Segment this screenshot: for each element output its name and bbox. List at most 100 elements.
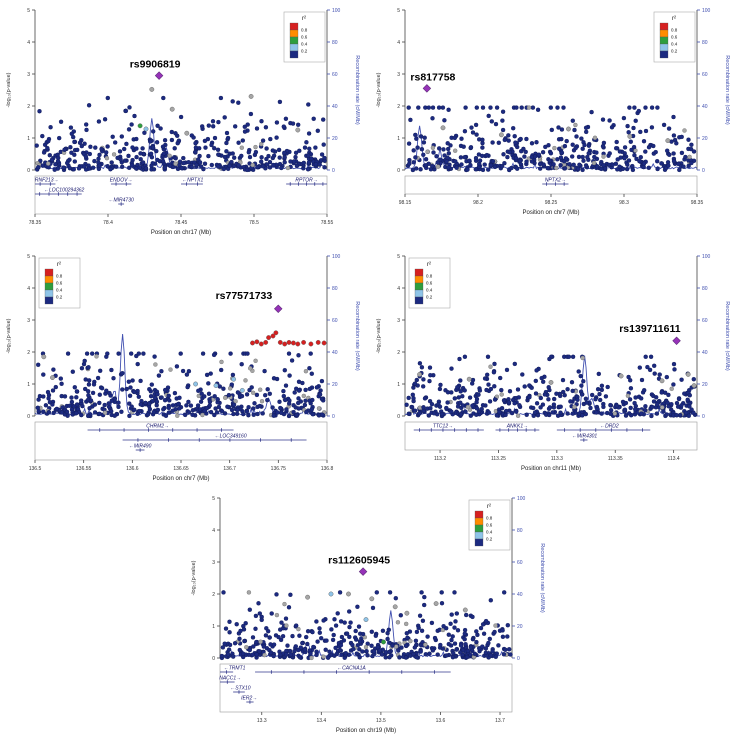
svg-text:20: 20 [702,382,708,388]
svg-text:20: 20 [332,382,338,388]
svg-text:0.4: 0.4 [56,288,63,293]
svg-text:0: 0 [27,168,30,174]
svg-text:1: 1 [397,136,400,142]
svg-text:78.35: 78.35 [29,220,42,226]
recombination-axis-label: Recombination rate (cM/Mb) [539,543,545,613]
svg-text:0.6: 0.6 [426,281,433,286]
svg-text:80: 80 [702,40,708,46]
svg-text:98.25: 98.25 [545,200,558,206]
x-axis-label: Position on chr11 (Mb) [521,466,581,472]
regional-plot-chr11: 0 1 2 3 4 5 0 20 40 60 80 100 r² 0.8 0.6 0.4 0.2 TTC12→ AN… [376,254,730,472]
svg-text:136.55: 136.55 [76,466,92,472]
svg-text:←MIR4730: ←MIR4730 [108,198,134,204]
svg-text:113.2: 113.2 [434,456,446,462]
svg-text:3: 3 [397,72,400,78]
y-axis-label: -log₁₀(p-value) [6,318,12,353]
svg-text:0: 0 [332,414,335,420]
svg-text:TTC12→: TTC12→ [433,424,453,430]
regional-plot-chr7b: 0 1 2 3 4 5 0 20 40 60 80 100 r² 0.8 0.6 0.4 0.2 CHRM2→ ←L… [6,254,360,482]
svg-text:4: 4 [397,286,400,292]
recombination-axis-label: Recombination rate (cM/Mb) [724,55,730,125]
svg-text:r²: r² [302,16,306,22]
lead-snp-point [274,304,283,314]
x-axis-label: Position on chr17 (Mb) [151,230,211,236]
svg-text:RPTOR→: RPTOR→ [295,178,317,184]
svg-text:98.3: 98.3 [619,200,629,206]
svg-text:0.6: 0.6 [671,35,678,40]
svg-text:0.8: 0.8 [486,516,493,521]
svg-text:113.4: 113.4 [668,456,680,462]
svg-text:0: 0 [517,656,520,662]
plot-layer: 0 1 2 3 4 5 0 20 40 60 80 100 r² 0.8 0.6 0.4 0.2 CHRM2→ ←L… [27,254,340,472]
svg-text:100: 100 [517,496,526,502]
svg-text:0: 0 [212,656,215,662]
svg-text:136.6: 136.6 [126,466,139,472]
svg-text:ANKK1→: ANKK1→ [506,424,528,430]
svg-text:100: 100 [332,8,341,14]
svg-text:0.6: 0.6 [56,281,63,286]
svg-text:136.5: 136.5 [29,466,42,472]
svg-text:0: 0 [27,414,30,420]
x-axis-label: Position on chr19 (Mb) [336,728,396,734]
svg-text:40: 40 [702,104,708,110]
svg-text:78.5: 78.5 [249,220,259,226]
svg-text:IER2→: IER2→ [241,696,257,702]
svg-text:←MIR4301: ←MIR4301 [572,434,598,440]
svg-text:0: 0 [332,168,335,174]
svg-text:0: 0 [397,168,400,174]
svg-text:0.2: 0.2 [301,49,308,54]
y-axis-label: -log₁₀(p-value) [6,72,12,107]
svg-text:80: 80 [332,286,338,292]
lead-snp-label: rs112605945 [328,555,390,567]
svg-text:5: 5 [397,254,400,260]
svg-text:0.2: 0.2 [671,49,678,54]
svg-text:RNF213→: RNF213→ [35,178,59,184]
lead-snp-point [672,336,681,346]
svg-text:100: 100 [332,254,341,260]
panel-rs112605945: 0 1 2 3 4 5 0 20 40 60 80 100 r² 0.8 0.6 0.4 0.2 ←TRMT1 ←C… [188,490,548,743]
svg-text:0.4: 0.4 [486,530,493,535]
lead-snp-label: rs817758 [410,71,455,83]
svg-text:20: 20 [702,136,708,142]
svg-text:0.2: 0.2 [486,537,493,542]
svg-text:40: 40 [517,592,523,598]
recombination-line [34,333,327,416]
svg-text:78.4: 78.4 [103,220,113,226]
svg-text:4: 4 [27,286,30,292]
svg-text:0.2: 0.2 [426,295,433,300]
svg-text:r²: r² [672,16,676,22]
svg-text:4: 4 [212,528,215,534]
svg-text:113.3: 113.3 [551,456,563,462]
svg-text:0.4: 0.4 [426,288,433,293]
svg-text:40: 40 [332,350,338,356]
svg-text:60: 60 [517,560,523,566]
svg-text:0: 0 [702,168,705,174]
svg-text:3: 3 [27,72,30,78]
svg-text:80: 80 [517,528,523,534]
svg-text:60: 60 [332,318,338,324]
plot-layer: 0 1 2 3 4 5 0 20 40 60 80 100 r² 0.8 0.6 0.4 0.2 TTC12→ AN… [397,254,710,462]
svg-text:113.25: 113.25 [491,456,506,462]
svg-text:5: 5 [397,8,400,14]
svg-text:←CACNA1A: ←CACNA1A [337,666,366,672]
svg-text:4: 4 [397,40,400,46]
svg-text:3: 3 [27,318,30,324]
svg-text:1: 1 [212,624,215,630]
svg-text:100: 100 [702,8,711,14]
svg-text:NPTX2→: NPTX2→ [545,178,566,184]
gene-track [34,421,328,461]
svg-text:0.6: 0.6 [486,523,493,528]
svg-text:20: 20 [332,136,338,142]
svg-text:13.3: 13.3 [257,718,267,724]
svg-text:0: 0 [702,414,705,420]
svg-text:2: 2 [27,350,30,356]
y-axis-label: -log₁₀(p-value) [376,72,382,107]
recombination-axis-label: Recombination rate (cM/Mb) [724,301,730,371]
svg-text:←TRMT1: ←TRMT1 [224,666,246,672]
recombination-axis-label: Recombination rate (cM/Mb) [354,55,360,125]
svg-text:1: 1 [397,382,400,388]
svg-text:60: 60 [332,72,338,78]
lead-snp-point [154,71,164,80]
svg-text:78.55: 78.55 [321,220,334,226]
panel-rs139711611: 0 1 2 3 4 5 0 20 40 60 80 100 r² 0.8 0.6 0.4 0.2 TTC12→ AN… [373,248,733,501]
